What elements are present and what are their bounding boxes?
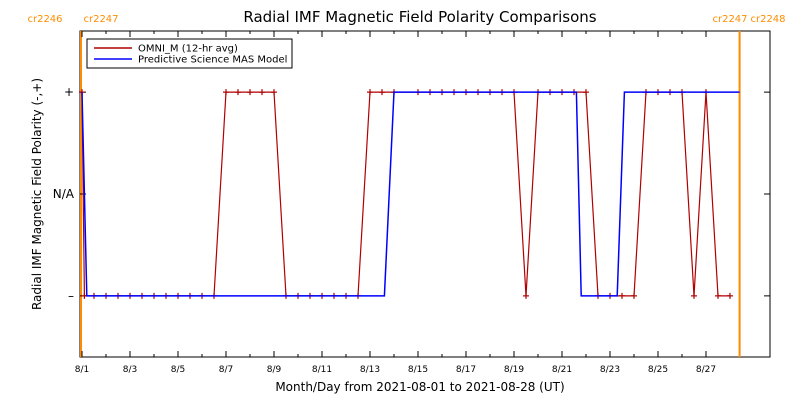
series-layer — [79, 89, 740, 299]
x-axis-ticks: 8/1 8/3 8/5 8/7 8/9 8/11 8/13 8/15 8/17 8/19 8/21 8… — [75, 31, 716, 375]
x-tick-label: 8/25 — [648, 365, 668, 375]
x-tick-label: 8/15 — [408, 365, 428, 375]
data-point-marker — [223, 89, 229, 96]
x-tick-label: 8/5 — [171, 365, 185, 375]
x-axis-label: Month/Day from 2021-08-01 to 2021-08-28 … — [275, 380, 564, 394]
data-point-marker — [271, 89, 277, 96]
series-line-mas-model — [81, 91, 740, 297]
y-tick-label: – — [68, 289, 74, 303]
data-point-marker — [259, 89, 265, 96]
x-tick-label: 8/23 — [600, 365, 620, 375]
carrington-label-left: cr2247 — [712, 14, 747, 25]
x-tick-label: 8/21 — [552, 365, 572, 375]
series-line-omni — [81, 91, 730, 297]
y-tick-label: + — [64, 85, 74, 99]
x-tick-label: 8/11 — [312, 365, 332, 375]
y-axis-label: Radial IMF Magnetic Field Polarity (-,+) — [30, 78, 44, 310]
y-axis-ticks: + N/A – — [53, 85, 770, 303]
data-point-marker — [619, 292, 625, 299]
data-point-marker — [631, 292, 637, 299]
data-point-marker — [715, 292, 721, 299]
x-tick-label: 8/9 — [267, 365, 282, 375]
carrington-label-right: cr2247 — [83, 14, 118, 25]
x-tick-label: 8/1 — [75, 365, 89, 375]
x-tick-label: 8/7 — [219, 365, 233, 375]
data-point-marker — [727, 292, 733, 299]
legend-box — [86, 38, 293, 69]
x-tick-label: 8/17 — [456, 365, 476, 375]
data-point-marker — [379, 89, 385, 96]
legend-entry: OMNI_M (12-hr avg) — [138, 44, 238, 55]
y-tick-label: N/A — [53, 187, 75, 201]
x-tick-label: 8/19 — [504, 365, 524, 375]
chart-title: Radial IMF Magnetic Field Polarity Compa… — [243, 8, 596, 26]
x-tick-label: 8/27 — [696, 365, 716, 375]
data-point-marker — [367, 89, 373, 96]
data-point-marker — [583, 89, 589, 96]
x-tick-label: 8/13 — [360, 365, 380, 375]
legend-entry: Predictive Science MAS Model — [138, 55, 287, 66]
plot-frame — [79, 30, 771, 358]
data-point-marker — [691, 292, 697, 299]
carrington-label-right: cr2248 — [750, 14, 785, 25]
carrington-label-left: cr2246 — [27, 14, 62, 25]
x-tick-label: 8/3 — [123, 365, 137, 375]
legend: OMNI_M (12-hr avg)Predictive Science MAS… — [86, 38, 293, 69]
data-point-marker — [235, 89, 241, 96]
data-point-marker — [247, 89, 253, 96]
data-point-marker — [523, 292, 529, 299]
